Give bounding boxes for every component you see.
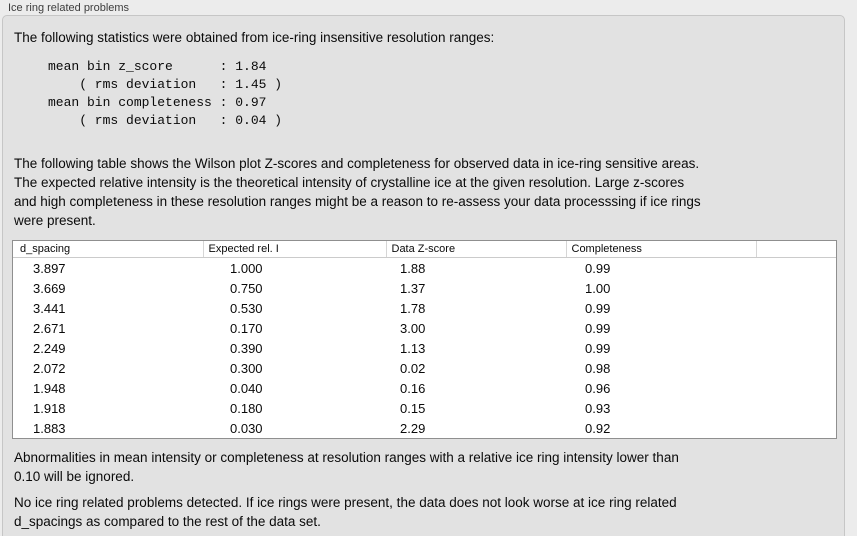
table-cell: 1.78: [400, 300, 426, 316]
column-header-completeness[interactable]: Completeness: [565, 241, 756, 258]
table-row[interactable]: 2.671 0.170 3.00 0.99: [13, 318, 836, 338]
stats-code-block: mean bin z_score : 1.84 ( rms deviation …: [48, 59, 283, 128]
table-cell: 0.750: [230, 280, 263, 296]
table-row[interactable]: 2.249 0.390 1.13 0.99: [13, 338, 836, 358]
ice-ring-table[interactable]: d_spacing Expected rel. I Data Z-score C…: [12, 240, 837, 439]
table-cell: 0.040: [230, 380, 263, 396]
table-cell-spacer: [756, 318, 836, 338]
table-cell: 2.671: [33, 320, 66, 336]
table-cell: 0.99: [585, 320, 611, 336]
table-cell-spacer: [756, 298, 836, 318]
table-header: d_spacing Expected rel. I Data Z-score C…: [13, 241, 836, 258]
table-cell: 0.02: [400, 360, 426, 376]
table-cell-spacer: [756, 378, 836, 398]
table-cell: 3.441: [33, 300, 66, 316]
table-cell: 0.98: [585, 360, 611, 376]
table-body: 3.897 1.000 1.88 0.99 3.669 0.750 1.37 1.00 3.44…: [13, 258, 836, 439]
column-header-data-z-score[interactable]: Data Z-score: [385, 241, 566, 258]
table-cell-spacer: [756, 338, 836, 358]
table-row[interactable]: 3.669 0.750 1.37 1.00: [13, 278, 836, 298]
table-cell: 0.030: [230, 420, 263, 436]
table-cell-spacer: [756, 418, 836, 438]
column-header-expected-rel-i[interactable]: Expected rel. I: [202, 241, 386, 258]
table-row[interactable]: 3.441 0.530 1.78 0.99: [13, 298, 836, 318]
table-cell: 2.072: [33, 360, 66, 376]
table-cell: 1.13: [400, 340, 426, 356]
intro-text: The following statistics were obtained f…: [14, 30, 495, 45]
table-cell: 1.000: [230, 260, 263, 276]
table-cell: 0.93: [585, 400, 611, 416]
column-header-spacer: [755, 241, 836, 258]
table-cell: 0.530: [230, 300, 263, 316]
table-row[interactable]: 1.883 0.030 2.29 0.92: [13, 418, 836, 438]
table-cell: 3.00: [400, 320, 426, 336]
table-cell: 0.15: [400, 400, 426, 416]
table-cell-spacer: [756, 258, 836, 279]
table-row[interactable]: 3.897 1.000 1.88 0.99: [13, 258, 836, 279]
table-cell: 3.669: [33, 280, 66, 296]
table-row[interactable]: 2.072 0.300 0.02 0.98: [13, 358, 836, 378]
table-cell: 3.897: [33, 260, 66, 276]
table-description-text: The following table shows the Wilson plo…: [14, 156, 701, 228]
groupbox-title: Ice ring related problems: [8, 2, 130, 14]
table-cell: 0.99: [585, 260, 611, 276]
table-cell: 1.88: [400, 260, 426, 276]
table-cell: 1.00: [585, 280, 611, 296]
table-row[interactable]: 1.918 0.180 0.15 0.93: [13, 398, 836, 418]
table-row[interactable]: 1.948 0.040 0.16 0.96: [13, 378, 836, 398]
table-cell: 0.99: [585, 300, 611, 316]
column-header-d-spacing[interactable]: d_spacing: [13, 241, 203, 258]
table-cell: 0.99: [585, 340, 611, 356]
table-cell: 2.249: [33, 340, 66, 356]
conclusion-text: No ice ring related problems detected. I…: [14, 495, 677, 529]
table-cell-spacer: [756, 398, 836, 418]
table-cell: 0.390: [230, 340, 263, 356]
table-cell-spacer: [756, 358, 836, 378]
table-cell: 1.37: [400, 280, 426, 296]
table-cell: 0.180: [230, 400, 263, 416]
table-cell: 0.300: [230, 360, 263, 376]
table-cell: 1.883: [33, 420, 66, 436]
table-cell: 1.918: [33, 400, 66, 416]
table-cell: 1.948: [33, 380, 66, 396]
table-cell-spacer: [756, 278, 836, 298]
table-cell: 0.170: [230, 320, 263, 336]
table-cell: 2.29: [400, 420, 426, 436]
table-cell: 0.92: [585, 420, 611, 436]
table-cell: 0.96: [585, 380, 611, 396]
ignore-threshold-note: Abnormalities in mean intensity or compl…: [14, 450, 679, 484]
table-cell: 0.16: [400, 380, 426, 396]
